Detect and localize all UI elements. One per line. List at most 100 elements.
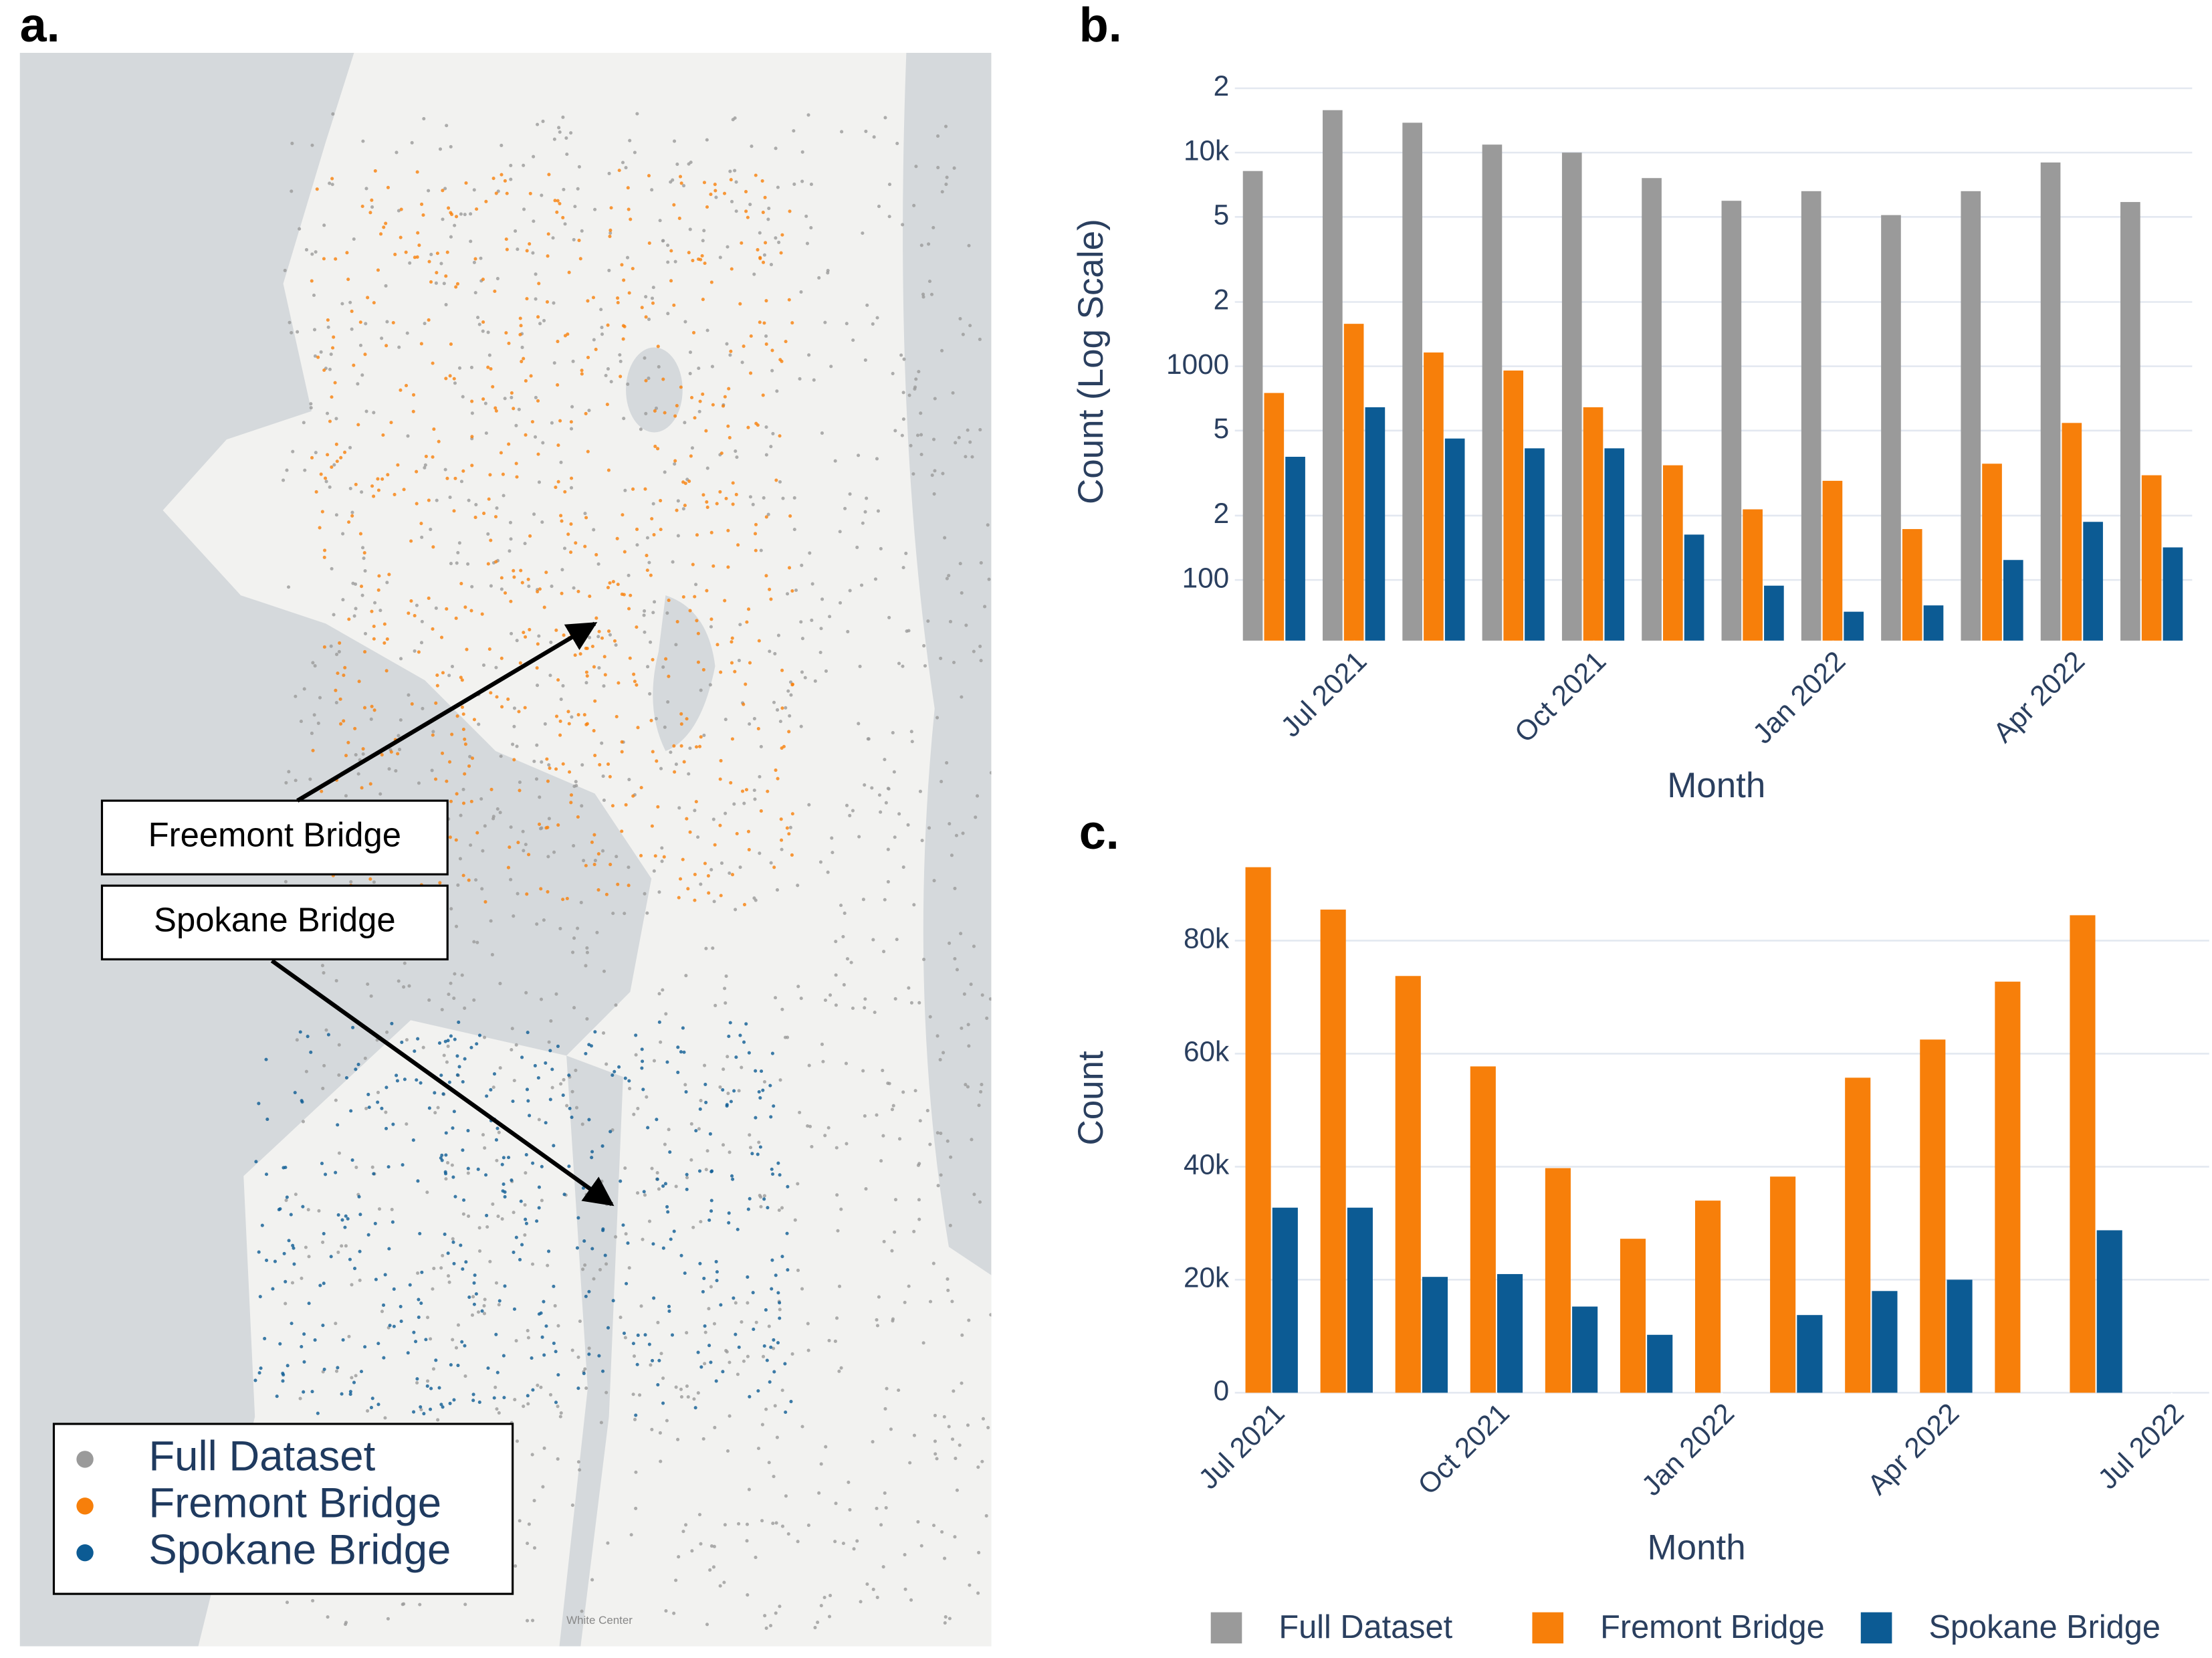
map-point (509, 825, 513, 829)
map-point (897, 1388, 901, 1392)
map-point (645, 554, 649, 558)
map-point (399, 207, 403, 211)
map-point (420, 619, 424, 623)
map-point (651, 502, 655, 506)
map-point (961, 332, 965, 336)
map-point (483, 401, 487, 405)
map-point (940, 1530, 944, 1534)
map-point (785, 826, 789, 830)
map-point (399, 718, 403, 722)
map-point (282, 1251, 286, 1255)
map-point (673, 462, 677, 466)
bar (1801, 191, 1821, 641)
map-point (663, 411, 667, 415)
map-point (621, 1223, 625, 1227)
map-point (541, 119, 545, 124)
map-point (399, 657, 403, 661)
map-point (688, 609, 692, 613)
map-point (397, 345, 401, 349)
map-point (441, 1092, 445, 1096)
map-point (474, 1292, 478, 1296)
map-point (419, 1408, 423, 1412)
map-point (486, 1366, 490, 1370)
map-point (419, 641, 424, 645)
map-point (883, 1407, 887, 1411)
map-point (645, 536, 649, 540)
map-point (427, 498, 431, 502)
map-point (764, 1308, 768, 1312)
map-point (481, 320, 485, 324)
map-point (876, 509, 880, 513)
map-point (583, 1263, 587, 1267)
map-point (762, 1079, 767, 1084)
map-point (796, 985, 800, 989)
map-point (701, 239, 705, 243)
map-point (789, 1399, 793, 1404)
map-point (729, 178, 733, 182)
map-point (376, 588, 380, 592)
map-point (602, 655, 606, 659)
map-point (499, 754, 503, 758)
map-point (386, 185, 390, 189)
map-point (635, 1362, 639, 1366)
map-point (473, 1273, 477, 1277)
map-point (702, 1276, 706, 1281)
bar (1845, 1077, 1871, 1393)
map-point (350, 1158, 354, 1162)
map-point (455, 1054, 459, 1058)
map-point (463, 1344, 467, 1348)
map-point (299, 719, 303, 724)
map-point (686, 887, 690, 891)
map-point (476, 1167, 480, 1171)
map-point (745, 1539, 749, 1543)
map-point (712, 1322, 716, 1326)
map-point (769, 445, 773, 449)
map-point (962, 992, 966, 996)
map-point (954, 441, 958, 445)
map-point (941, 472, 945, 476)
map-point (429, 1386, 433, 1390)
map-point (616, 300, 620, 305)
map-point (904, 551, 908, 556)
map-point (343, 1225, 347, 1229)
map-point (470, 756, 475, 760)
map-point (422, 116, 426, 121)
map-point (368, 877, 372, 881)
map-point (886, 787, 890, 791)
map-point (778, 1301, 782, 1305)
map-point (667, 1128, 671, 1132)
bar (1663, 465, 1683, 641)
map-point (615, 714, 619, 719)
map-point (481, 1133, 485, 1137)
map-point (445, 124, 449, 128)
map-point (684, 974, 688, 978)
map-point (709, 1544, 713, 1548)
map-point (769, 1115, 773, 1119)
map-point (730, 873, 735, 877)
map-point (461, 395, 465, 399)
map-point (473, 257, 477, 261)
map-point (321, 1086, 325, 1090)
map-point (729, 349, 733, 353)
map-point (492, 1072, 497, 1076)
map-point (495, 1370, 500, 1374)
map-point (482, 1312, 486, 1316)
map-point (524, 1221, 528, 1225)
map-point (526, 1542, 530, 1546)
map-point (600, 849, 605, 853)
map-point (891, 372, 895, 376)
bar (1285, 456, 1305, 641)
map-point (809, 182, 813, 187)
map-point (943, 1556, 947, 1560)
map-point (285, 468, 289, 472)
map-point (671, 560, 675, 564)
map-point (891, 1317, 895, 1321)
map-point (592, 729, 596, 733)
map-point (649, 718, 653, 722)
map-point (425, 1190, 429, 1195)
map-point (456, 550, 460, 554)
map-point (463, 1057, 467, 1061)
map-point (391, 1220, 395, 1224)
map-point (384, 1110, 388, 1114)
map-point (708, 1568, 712, 1572)
